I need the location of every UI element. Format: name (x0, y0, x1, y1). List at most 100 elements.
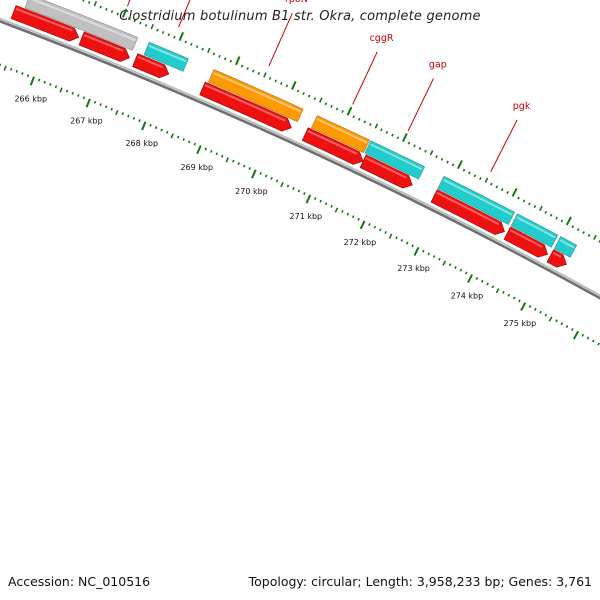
tick-mark (9, 67, 13, 71)
tick-mark (391, 133, 394, 137)
tick-mark (291, 81, 297, 91)
cds-arrow (78, 31, 130, 62)
tick-mark (544, 313, 548, 317)
tick-mark (464, 271, 468, 275)
cds-arrow (503, 226, 548, 258)
tick-mark (302, 92, 305, 96)
tick-mark (156, 28, 159, 32)
tick-mark (396, 136, 400, 140)
tick-mark (204, 147, 207, 151)
cds-arrow (546, 249, 567, 268)
feature-bar (207, 69, 304, 123)
kbp-label: 266 kbp (14, 94, 47, 103)
cds-track (10, 5, 567, 268)
tick-mark (533, 205, 537, 209)
tick-mark (221, 154, 224, 158)
tick-mark (319, 97, 323, 103)
tick-mark (99, 103, 102, 107)
tick-mark (21, 72, 24, 75)
accession: Accession: NC_010516 (8, 574, 151, 589)
tick-mark (324, 202, 328, 206)
tick-mark (432, 255, 436, 259)
tick-mark (305, 194, 312, 204)
cds-arrow (430, 189, 505, 235)
tick-mark (274, 79, 277, 83)
tick-mark (486, 282, 489, 286)
tick-mark (555, 216, 558, 220)
tick-mark (176, 135, 180, 139)
tick-mark (346, 106, 353, 116)
tick-mark (37, 78, 41, 82)
kbp-label: 270 kbp (235, 187, 268, 196)
cds-highlight (365, 157, 407, 179)
tick-mark (259, 171, 262, 175)
tick-mark (212, 52, 216, 56)
feature-highlight (148, 44, 187, 63)
tick-mark (565, 325, 569, 329)
feature-highlight (370, 143, 423, 171)
tick-mark (357, 217, 360, 221)
tick-mark (133, 19, 136, 23)
feature-highlight (31, 0, 136, 42)
tick-mark (49, 82, 52, 86)
tick-mark (54, 85, 58, 89)
tick-mark (384, 230, 387, 234)
tick-mark (424, 149, 427, 153)
feature-highlight (559, 239, 575, 249)
gene-label: pgk (513, 101, 531, 112)
tick-mark (71, 91, 74, 95)
tick-mark (451, 163, 455, 167)
tick-mark (468, 171, 471, 175)
tick-mark (330, 104, 333, 108)
tick-mark (127, 114, 130, 118)
feature-bar (364, 140, 426, 180)
tick-mark (3, 65, 7, 71)
tick-mark (517, 196, 520, 200)
tick-mark (88, 1, 91, 4)
tick-mark (29, 76, 35, 86)
tick-mark (341, 210, 344, 213)
tick-mark (334, 207, 339, 213)
tick-mark (149, 123, 152, 127)
tick-mark (459, 268, 463, 272)
tick-mark (374, 123, 379, 129)
tick-mark (307, 94, 311, 98)
tick-mark (379, 228, 382, 232)
tick-mark (59, 87, 63, 93)
cds-highlight (83, 34, 124, 52)
tick-mark (442, 260, 447, 266)
tick-mark (570, 327, 574, 331)
tick-mark (560, 219, 564, 223)
tick-mark (210, 149, 213, 153)
tick-mark (454, 265, 457, 269)
feature-highlight (442, 178, 513, 216)
tick-mark (268, 77, 272, 80)
tick-mark (576, 228, 580, 232)
tick-mark (528, 305, 532, 308)
tick-mark (402, 133, 408, 143)
tick-mark (528, 202, 531, 206)
tick-mark (324, 102, 328, 106)
tick-mark (548, 316, 553, 322)
gene-labels: CLD_0554CLD_0553CLD_0552rpoNcggRgappgk (126, 0, 531, 172)
tick-mark (571, 225, 575, 229)
tick-mark (479, 177, 482, 181)
tick-mark (43, 80, 46, 84)
tick-mark (422, 249, 425, 253)
tick-mark (150, 23, 154, 30)
tick-mark (490, 182, 493, 186)
tick-mark (534, 307, 537, 311)
tick-mark (506, 191, 509, 194)
tick-mark (139, 21, 142, 25)
tick-mark (275, 179, 279, 183)
tick-mark (357, 117, 361, 121)
tick-mark (232, 159, 235, 163)
tick-mark (385, 131, 389, 134)
tick-mark (190, 42, 193, 46)
gene-label: gap (429, 60, 447, 71)
kbp-label: 273 kbp (397, 264, 430, 273)
cds-highlight (204, 84, 286, 122)
tick-mark (363, 120, 367, 124)
tick-mark (440, 157, 444, 161)
tick-mark (346, 212, 350, 216)
